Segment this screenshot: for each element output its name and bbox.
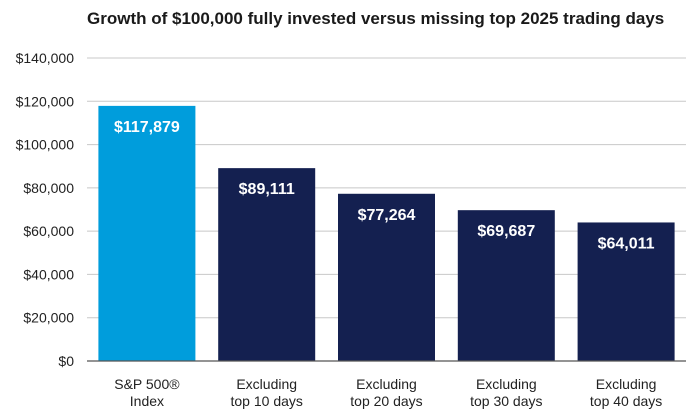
bar xyxy=(338,193,435,361)
bar-value-label: $89,111 xyxy=(239,181,295,198)
bar xyxy=(98,105,196,362)
y-tick-label: $80,000 xyxy=(23,180,74,196)
y-tick-label: $20,000 xyxy=(23,310,74,326)
category-label: Excluding xyxy=(356,376,417,392)
category-label: top 20 days xyxy=(350,393,422,409)
category-label: Excluding xyxy=(476,376,537,392)
chart-title: Growth of $100,000 fully invested versus… xyxy=(87,9,664,28)
category-label: Index xyxy=(130,393,164,409)
y-tick-label: $140,000 xyxy=(16,50,75,66)
category-label: top 30 days xyxy=(470,393,542,409)
category-label: top 10 days xyxy=(231,393,303,409)
value-labels: $117,879 $89,111 $77,264 $69,687 $64,011 xyxy=(114,119,655,253)
y-tick-label: $60,000 xyxy=(23,223,74,239)
bar xyxy=(577,222,675,361)
y-tick-label: $0 xyxy=(58,353,74,369)
bar-value-label: $69,687 xyxy=(477,223,535,240)
category-label: Excluding xyxy=(596,376,657,392)
category-label: top 40 days xyxy=(590,393,662,409)
y-axis-ticks: $0 $20,000 $40,000 $60,000 $80,000 $100,000 $1… xyxy=(16,50,75,369)
bar-value-label: $117,879 xyxy=(114,119,180,136)
bar xyxy=(457,210,555,361)
y-tick-label: $40,000 xyxy=(23,266,74,282)
y-tick-label: $100,000 xyxy=(16,137,75,153)
bars xyxy=(98,105,675,362)
category-label: S&P 500® xyxy=(114,376,180,392)
category-label: Excluding xyxy=(236,376,297,392)
bar xyxy=(218,168,316,361)
bar-value-label: $64,011 xyxy=(598,235,655,252)
bar-value-label: $77,264 xyxy=(358,207,416,224)
y-tick-label: $120,000 xyxy=(16,93,75,109)
